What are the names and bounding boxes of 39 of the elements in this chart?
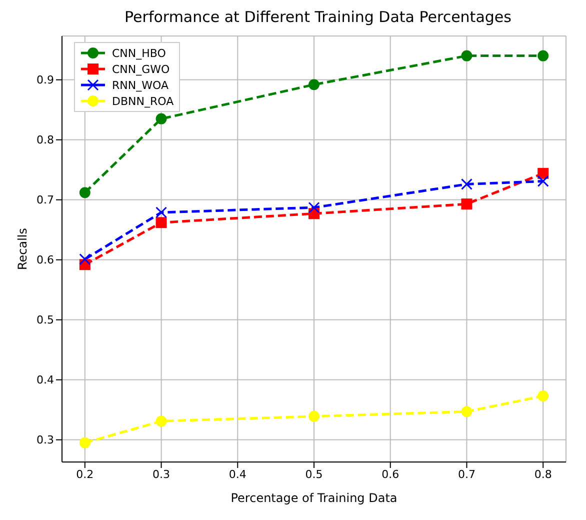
point [537,175,549,187]
point [538,50,549,62]
point [461,50,472,62]
y-tick-label: 0.7 [36,194,54,207]
legend-label: CNN_GWO [112,62,170,76]
point [79,187,90,198]
y-tick-label: 0.9 [36,74,54,87]
x-tick-label: 0.2 [76,468,94,481]
point [308,79,320,90]
y-tick-label: 0.3 [36,434,54,447]
point [460,178,472,190]
point [156,113,167,124]
point [308,202,320,214]
x-tick-label: 0.8 [534,468,552,481]
legend-label: DBNN_ROA [112,94,174,108]
point [461,406,472,418]
point [461,198,472,210]
x-tick-label: 0.4 [228,468,246,481]
x-axis-title: Percentage of Training Data [230,491,398,505]
point [79,253,91,265]
x-tick-label: 0.7 [458,468,476,481]
point [538,168,549,179]
x-tick-label: 0.6 [382,468,400,481]
y-tick-label: 0.4 [36,374,54,387]
legend-label: RNN_WOA [112,78,168,92]
x-tick-label: 0.3 [152,468,170,481]
y-axis-title: Recalls [15,228,30,270]
y-tick-label: 0.6 [36,254,54,267]
y-tick-label: 0.5 [36,314,54,327]
point [156,416,167,427]
legend-label: CNN_HBO [112,46,166,60]
x-tick-label: 0.5 [305,468,323,481]
y-tick-label: 0.8 [36,134,54,147]
point [79,437,90,448]
chart-title: Performance at Different Training Data Percentages [124,8,512,28]
point [156,217,167,228]
point [308,410,320,422]
point [538,390,549,402]
point [156,206,168,218]
